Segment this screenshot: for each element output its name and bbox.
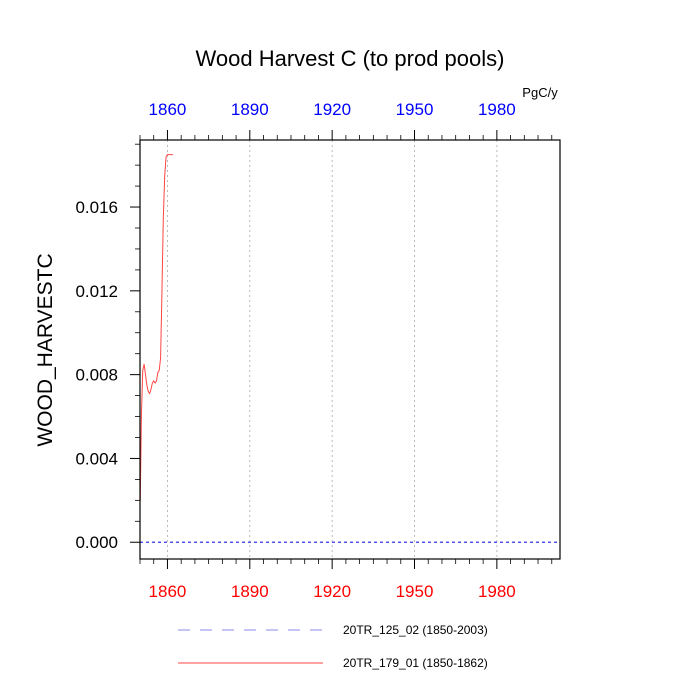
y-tick-label: 0.008	[75, 366, 118, 385]
series-line-2	[139, 154, 173, 501]
y-axis-label: WOOD_HARVESTC	[34, 253, 57, 446]
plot-frame	[139, 139, 561, 560]
x-tick-label-bottom: 1890	[231, 582, 269, 601]
y-tick-label: 0.012	[75, 282, 118, 301]
x-tick-label-top: 1980	[478, 100, 516, 119]
y-tick-label: 0.016	[75, 198, 118, 217]
y-tick-label: 0.004	[75, 449, 118, 468]
x-tick-label-top: 1860	[149, 100, 187, 119]
ticks-layer: 1860 1860 1890 1890 1920 1920 1950 1950 1980 1980…	[75, 100, 553, 601]
series-layer	[139, 154, 560, 543]
legend-label-2: 20TR_179_01 (1850-1862)	[343, 656, 488, 670]
units-label: PgC/y	[522, 85, 558, 100]
x-tick-label-bottom: 1860	[149, 582, 187, 601]
x-tick-label-bottom: 1950	[396, 582, 434, 601]
legend: 20TR_125_02 (1850-2003) 20TR_179_01 (1850…	[178, 623, 488, 670]
x-tick-label-bottom: 1980	[478, 582, 516, 601]
legend-label-1: 20TR_125_02 (1850-2003)	[343, 623, 488, 637]
axes-layer	[139, 139, 561, 560]
grid-layer	[167, 140, 498, 559]
x-tick-label-top: 1920	[313, 100, 351, 119]
chart-title: Wood Harvest C (to prod pools)	[196, 46, 505, 71]
y-tick-label: 0.000	[75, 533, 118, 552]
x-tick-label-top: 1890	[231, 100, 269, 119]
x-tick-label-bottom: 1920	[313, 582, 351, 601]
x-tick-label-top: 1950	[396, 100, 434, 119]
